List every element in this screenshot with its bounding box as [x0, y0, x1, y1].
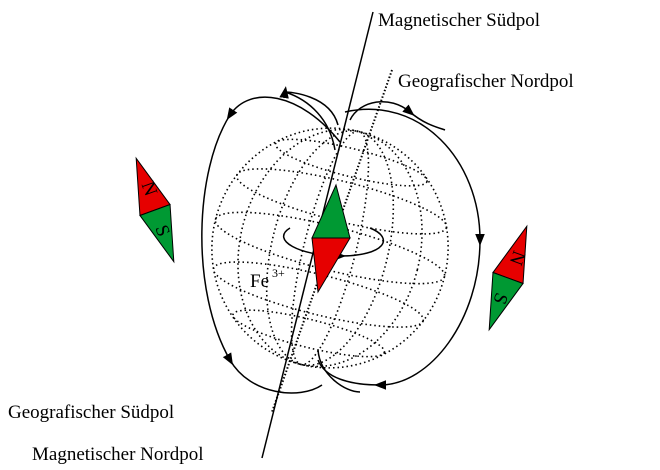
iron-charge: 3+ — [272, 266, 285, 280]
label-magnetic-north: Magnetischer Nordpol — [32, 444, 203, 465]
compass-right: N S — [488, 224, 529, 332]
compass-left: N S — [135, 156, 175, 264]
label-geographic-north: Geografischer Nordpol — [398, 71, 574, 92]
center-magnet — [311, 183, 351, 294]
field-lines — [201, 86, 485, 394]
label-magnetic-south: Magnetischer Südpol — [378, 10, 540, 31]
label-geographic-south: Geografischer Südpol — [8, 402, 174, 423]
geographic-axis — [271, 69, 393, 413]
iron-symbol: Fe — [250, 271, 269, 292]
